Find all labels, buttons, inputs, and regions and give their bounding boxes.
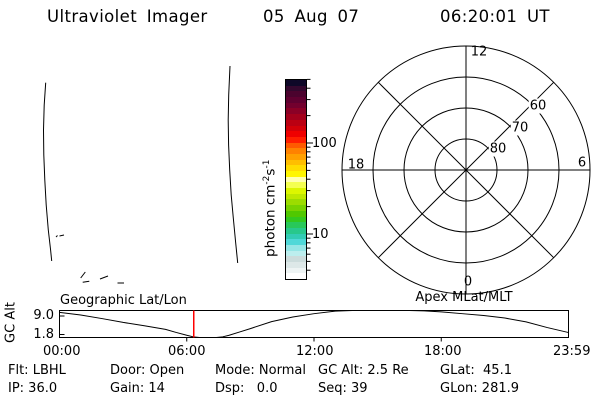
colorbar-band	[286, 182, 306, 189]
strip-title-geographic: Geographic Lat/Lon	[60, 293, 187, 308]
gc-alt-curve	[59, 310, 569, 338]
strip-x-tick-0600: 06:00	[168, 344, 206, 359]
map-outline-dash	[99, 275, 109, 280]
polar-mlt-label-12: 12	[470, 44, 488, 60]
colorbar-band	[286, 222, 306, 228]
colorbar-band	[286, 193, 306, 200]
colorbar-band	[286, 188, 306, 194]
status-mode: Mode: Normal	[215, 363, 306, 378]
colorbar-band	[286, 227, 306, 234]
status-seq: Seq: 39	[318, 381, 368, 396]
polar-lat-label-80: 80	[488, 141, 508, 157]
status-flt: Flt: LBHL	[8, 363, 66, 378]
colorbar-scale	[285, 79, 307, 280]
colorbar-tick-10: 10	[312, 227, 329, 242]
status-dsp: Dsp: 0.0	[215, 381, 278, 396]
colorbar-band	[286, 171, 306, 177]
colorbar-band	[286, 97, 306, 103]
colorbar-band	[286, 131, 306, 137]
polar-lat-label-70: 70	[510, 120, 530, 135]
colorbar-band	[286, 244, 306, 251]
polar-subtitle: Apex MLat/MLT	[415, 290, 513, 305]
strip-x-tick-0000: 00:00	[43, 344, 81, 359]
colorbar-band	[286, 125, 306, 132]
map-outline-dash	[59, 234, 65, 237]
colorbar-band	[286, 267, 306, 274]
colorbar-band	[286, 199, 306, 206]
status-glat: GLat: 45.1	[440, 363, 512, 378]
colorbar-band	[286, 176, 306, 183]
colorbar-band	[286, 273, 306, 280]
colorbar-band	[286, 159, 306, 166]
colorbar-band	[286, 256, 306, 262]
map-outline-dash	[55, 235, 58, 238]
colorbar-band	[286, 91, 306, 98]
colorbar-unit-s: s	[262, 168, 279, 176]
map-outline-arc	[42, 82, 53, 262]
colorbar-band	[286, 136, 306, 143]
polar-spoke	[465, 169, 555, 259]
colorbar-band	[286, 205, 306, 211]
colorbar-band	[286, 102, 306, 109]
status-glon: GLon: 281.9	[440, 381, 520, 396]
colorbar-unit-sup-1: -1	[261, 159, 272, 169]
status-ip: IP: 36.0	[8, 381, 58, 396]
colorbar-unit-sup-2: -2	[261, 175, 272, 185]
strip-x-tick-2359: 23:59	[553, 344, 591, 359]
colorbar-unit-label: photon cm-2s-1	[260, 133, 279, 283]
colorbar-band	[286, 165, 306, 171]
colorbar-band	[286, 148, 306, 154]
map-outline-arc	[227, 65, 239, 264]
colorbar-band	[286, 210, 306, 217]
colorbar-band	[286, 142, 306, 149]
colorbar-band	[286, 153, 306, 160]
colorbar-tick-100: 100	[312, 136, 337, 151]
polar-spoke	[465, 81, 555, 171]
strip-y-tick-9: 9.0	[33, 308, 54, 323]
strip-x-tick-1800: 18:00	[424, 344, 462, 359]
colorbar-band	[286, 108, 306, 115]
colorbar-unit-text: photon cm	[262, 184, 279, 257]
colorbar-band	[286, 114, 306, 120]
map-outline-dash	[82, 280, 90, 283]
page-title: Ultraviolet Imager	[47, 7, 208, 26]
status-gc-alt: GC Alt: 2.5 Re	[318, 363, 409, 378]
map-outline-dash	[80, 271, 86, 279]
strip-y-tick-18: 1.8	[33, 327, 54, 342]
polar-mlt-label-6: 6	[577, 155, 587, 171]
header-time: 06:20:01 UT	[440, 7, 550, 26]
colorbar-band	[286, 233, 306, 240]
status-gain: Gain: 14	[110, 381, 165, 396]
colorbar-band	[286, 216, 306, 223]
strip-y-axis-label: GC Alt	[3, 302, 19, 343]
header-date: 05 Aug 07	[263, 7, 360, 26]
polar-spoke	[377, 81, 467, 171]
polar-lat-label-60: 60	[528, 98, 548, 114]
colorbar-band	[286, 250, 306, 257]
polar-spoke	[377, 169, 467, 259]
colorbar-band	[286, 119, 306, 126]
colorbar-band	[286, 85, 306, 92]
colorbar-band	[286, 262, 306, 268]
colorbar-band	[286, 80, 306, 86]
polar-mlt-label-18: 18	[347, 157, 365, 173]
polar-mlt-label-0: 0	[463, 274, 473, 289]
status-door: Door: Open	[110, 363, 185, 378]
strip-x-tick-1200: 12:00	[296, 344, 334, 359]
colorbar-band	[286, 239, 306, 245]
